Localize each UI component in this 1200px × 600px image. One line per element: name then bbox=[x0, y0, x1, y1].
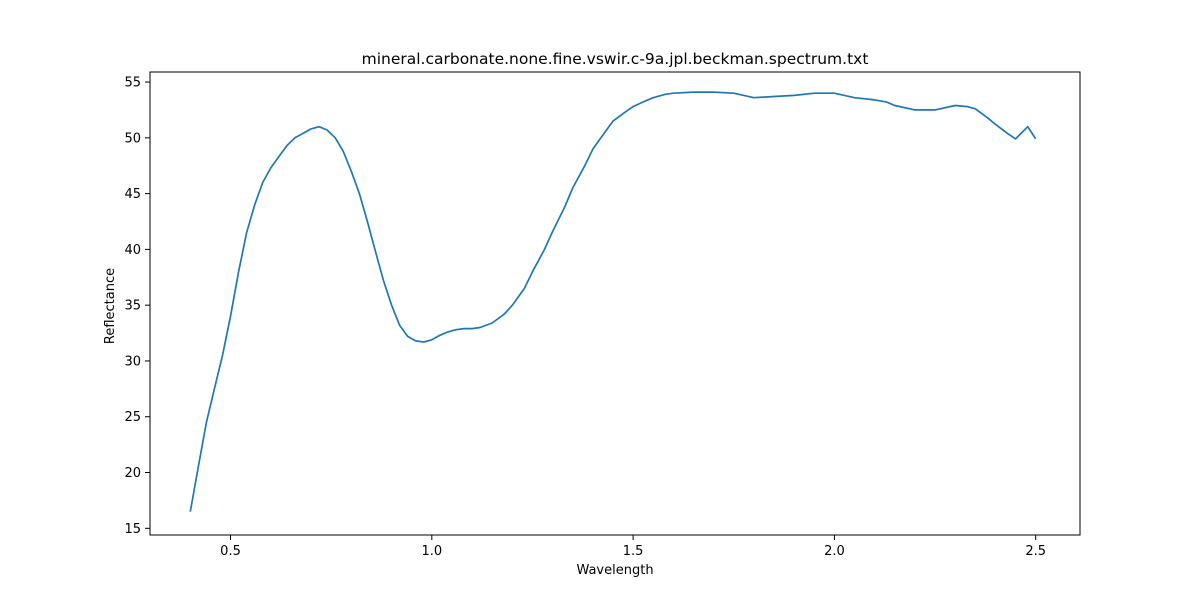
chart-title: mineral.carbonate.none.fine.vswir.c-9a.j… bbox=[362, 50, 869, 68]
y-tick-label: 50 bbox=[124, 131, 141, 146]
x-tick-label: 2.0 bbox=[824, 544, 845, 559]
y-tick-label: 30 bbox=[124, 354, 141, 369]
y-tick-label: 40 bbox=[124, 243, 141, 258]
x-tick-label: 2.5 bbox=[1025, 544, 1046, 559]
y-axis-ticks: 15 20 25 30 35 40 45 50 55 bbox=[124, 76, 150, 537]
plot-frame bbox=[149, 71, 1081, 536]
x-axis-ticks: 0.5 1.0 1.5 2.0 2.5 bbox=[220, 535, 1046, 559]
y-tick-label: 25 bbox=[124, 410, 141, 425]
series-line bbox=[189, 91, 1037, 512]
x-tick-label: 1.0 bbox=[421, 544, 442, 559]
y-tick-label: 35 bbox=[124, 299, 141, 314]
plot-area bbox=[149, 71, 1081, 536]
y-tick-label: 20 bbox=[124, 466, 141, 481]
x-tick-label: 0.5 bbox=[220, 544, 241, 559]
y-axis-label: Reflectance bbox=[103, 268, 118, 344]
y-tick-label: 15 bbox=[124, 522, 141, 537]
x-tick-label: 1.5 bbox=[623, 544, 644, 559]
y-tick-label: 45 bbox=[124, 187, 141, 202]
y-tick-label: 55 bbox=[124, 76, 141, 91]
x-axis-label: Wavelength bbox=[576, 563, 653, 578]
